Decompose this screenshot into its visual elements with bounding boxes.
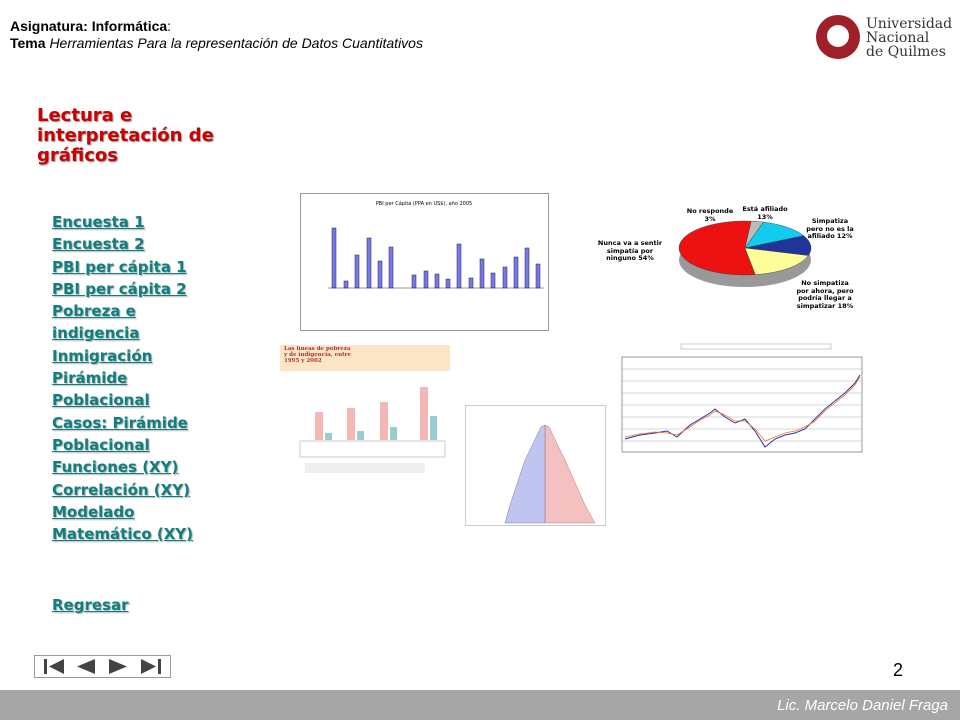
pie-label-box: Nunca va a sentir simpatía por ninguno 5… [597,240,663,262]
footer-bar [0,690,960,720]
nav-link[interactable]: Modelado Matemático (XY) [52,502,194,544]
frame [621,356,863,453]
thumb-title: PBI per Cápita (PPA en US$), año 2005 [376,200,472,207]
topic-label: Tema [10,35,46,51]
series-thumbnail [621,343,863,453]
nav-last[interactable] [141,659,161,674]
pie-label: No simpatiza por ahora, pero podría lleg… [796,280,854,310]
pie-label-box: No responde 3% [686,208,734,223]
thumb-title: Las líneas de pobreza y de indigencia, e… [284,346,352,364]
pie-label: No responde 3% [686,208,734,223]
nav-link[interactable]: Correlación (XY) [52,480,190,499]
nav-frame [34,655,171,678]
logo-text: Nacional [866,30,930,46]
subject: Informática [91,18,168,34]
thumb-grid [622,368,862,442]
nav-link[interactable]: PBI per cápita 1 [52,257,187,276]
pie-label: Nunca va a sentir simpatía por ninguno 5… [597,240,663,262]
nav-link[interactable]: Encuesta 1 [52,213,145,231]
thumb-table [299,440,446,458]
pie-label: Está afiliado 13% [742,206,788,221]
pie-label: Simpatiza pero no es la afiliado 12% [806,218,854,240]
nav-link[interactable]: Casos: Pirámide Poblacional [52,413,188,454]
gdp-thumbnail: PBI per Cápita (PPA en US$), año 2005 [300,193,549,331]
thumb-bars [315,387,437,440]
back-link[interactable]: Regresar [52,596,129,614]
nav-prev[interactable] [77,659,95,674]
nav-link[interactable]: PBI per cápita 2 [52,279,187,298]
page-number: 2 [893,660,904,680]
nav-first[interactable] [44,659,64,674]
pie-label-box: No simpatiza por ahora, pero podría lleg… [796,280,854,310]
slide-title: Lectura e interpretación de gráficos [37,105,214,166]
pie-label-box: Simpatiza pero no es la afiliado 12% [806,218,854,240]
header: Asignatura: Informática: Tema Herramient… [10,18,423,52]
thumb-pyramid [504,424,596,524]
subject-colon: : [167,18,172,34]
topic: Herramientas Para la representación de D… [49,35,423,51]
nav-link[interactable]: Funciones (XY) [52,458,179,477]
thumb-bars [331,227,541,289]
pyramid-thumbnail [465,405,606,526]
pie-slice [744,247,809,275]
nav-link[interactable]: Pobreza e indigencia [52,302,140,343]
thumb-note [305,463,425,473]
pie-thumbnail: Nunca va a sentir simpatía por ninguno 5… [597,206,854,310]
subject-label: Asignatura: [10,18,88,34]
nav-link[interactable]: Pirámide Poblacional [52,369,150,410]
logo-text: Universidad [866,16,952,32]
frame [300,193,549,331]
nav-link[interactable]: Inmigración [52,346,153,365]
thumb-line [624,376,861,442]
logo-emblem-inner [827,25,849,47]
logo: Universidad Nacional de Quilmes [816,15,952,60]
logo-text: de Quilmes [866,44,946,60]
footer-author: Lic. Marcelo Daniel Fraga [777,697,948,714]
thumb-legend [680,343,832,350]
poverty-thumbnail: Las líneas de pobreza y de indigencia, e… [280,345,450,473]
banner [280,345,450,371]
pie-slice [678,220,756,276]
pie-label-box: Está afiliado 13% [742,206,788,221]
nav-next[interactable] [109,659,127,674]
nav-buttons [34,655,171,678]
nav-link[interactable]: Encuesta 2 [52,235,145,254]
link-list: Encuesta 1 Encuesta 2 PBI per cápita 1 PBI … [52,211,210,545]
